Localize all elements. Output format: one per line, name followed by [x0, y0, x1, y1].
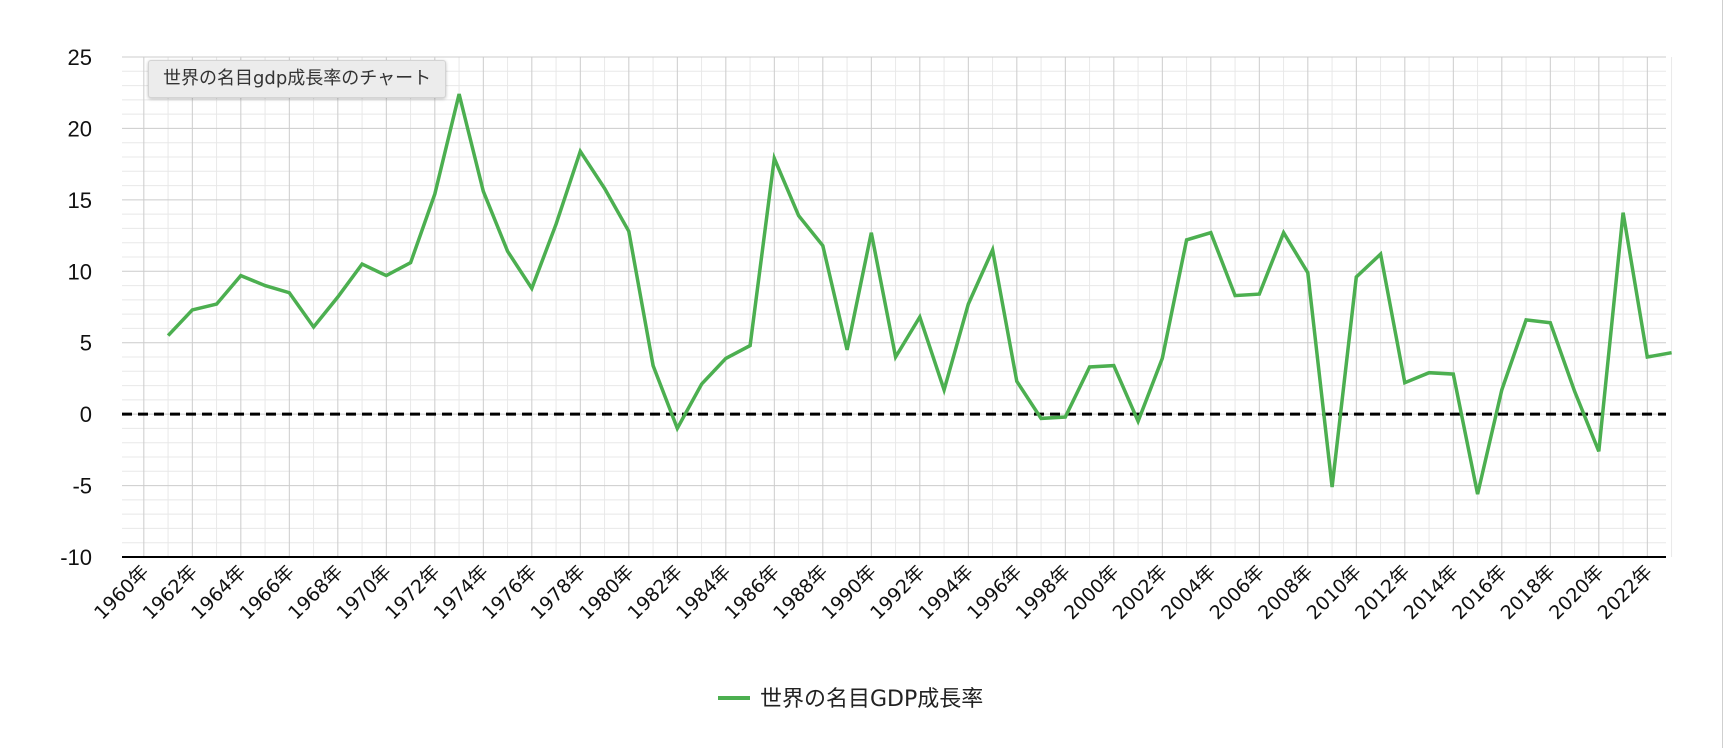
data-point: [1548, 321, 1552, 325]
data-point: [627, 229, 631, 233]
data-point: [263, 284, 267, 288]
y-tick-label: -10: [60, 545, 92, 570]
data-point: [966, 302, 970, 306]
data-point: [530, 286, 534, 290]
data-point: [190, 308, 194, 312]
data-point: [845, 348, 849, 352]
data-point: [1185, 238, 1189, 242]
data-point: [578, 149, 582, 153]
y-axis-tick-labels: -10 -5 0 5 10 15 20 25: [60, 45, 92, 570]
data-point: [1427, 371, 1431, 375]
data-point: [1500, 388, 1504, 392]
panel-border: [1722, 0, 1723, 748]
data-point: [166, 334, 170, 338]
data-point: [1039, 416, 1043, 420]
data-point: [1670, 351, 1674, 355]
legend-label: 世界の名目GDP成長率: [760, 687, 983, 712]
data-point: [1403, 381, 1407, 385]
data-point: [1015, 379, 1019, 383]
data-point: [1063, 415, 1067, 419]
data-point: [554, 222, 558, 226]
data-point: [724, 356, 728, 360]
data-point: [1354, 275, 1358, 279]
chart-title-tooltip: 世界の名目gdp成長率のチャート: [148, 60, 447, 98]
legend[interactable]: 世界の名目GDP成長率: [718, 687, 983, 712]
data-point: [1282, 231, 1286, 235]
data-point: [1209, 231, 1213, 235]
data-point: [312, 325, 316, 329]
data-point: [894, 355, 898, 359]
data-point: [433, 192, 437, 196]
data-point: [1112, 364, 1116, 368]
x-axis-tick-labels: 1960年1962年1964年1966年1968年1970年1972年1974年…: [90, 561, 1657, 624]
data-point: [457, 92, 461, 96]
data-point: [1476, 492, 1480, 496]
data-point: [991, 248, 995, 252]
data-point: [384, 274, 388, 278]
data-point: [651, 364, 655, 368]
data-point: [1160, 356, 1164, 360]
data-point: [1379, 252, 1383, 256]
data-point: [336, 295, 340, 299]
y-tick-label: 10: [68, 259, 92, 284]
data-point: [506, 249, 510, 253]
data-point: [797, 214, 801, 218]
data-point: [1330, 485, 1334, 489]
data-point: [1306, 271, 1310, 275]
data-point: [1257, 292, 1261, 296]
data-point: [1524, 318, 1528, 322]
x-tick-label: 2022年: [1594, 561, 1657, 624]
data-point: [287, 291, 291, 295]
minor-gridlines: [122, 57, 1673, 557]
data-point: [1573, 389, 1577, 393]
data-point: [675, 426, 679, 430]
data-point: [772, 156, 776, 160]
data-point: [1088, 365, 1092, 369]
y-tick-label: -5: [72, 474, 92, 499]
data-point: [1621, 211, 1625, 215]
y-tick-label: 0: [80, 402, 92, 427]
data-point: [239, 274, 243, 278]
major-gridlines: [122, 56, 1666, 557]
data-point: [748, 344, 752, 348]
data-point: [1645, 355, 1649, 359]
y-tick-label: 20: [68, 116, 92, 141]
data-point: [1597, 449, 1601, 453]
data-point: [1233, 294, 1237, 298]
data-point: [1451, 372, 1455, 376]
data-point: [821, 244, 825, 248]
data-point: [603, 186, 607, 190]
data-point: [942, 388, 946, 392]
y-tick-label: 25: [68, 45, 92, 70]
data-point: [918, 315, 922, 319]
series-line[interactable]: [166, 93, 1672, 495]
data-point: [869, 231, 873, 235]
data-point: [215, 302, 219, 306]
data-point: [360, 262, 364, 266]
data-point: [481, 189, 485, 193]
data-point: [409, 261, 413, 265]
data-point: [700, 382, 704, 386]
data-point: [1136, 419, 1140, 423]
y-tick-label: 15: [68, 188, 92, 213]
y-tick-label: 5: [80, 331, 92, 356]
